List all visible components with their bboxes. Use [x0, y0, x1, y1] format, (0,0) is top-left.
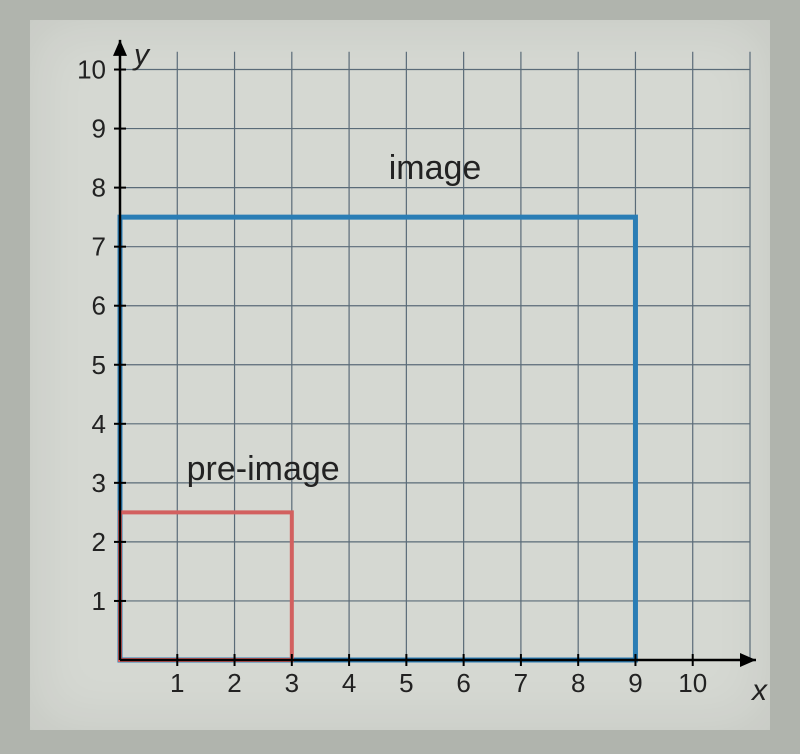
xtick-4: 4: [342, 668, 356, 698]
chart-paper: image pre-image 1 2 3 4 5 6 7 8 9 10 1 2 3 4 5 6 7 8 9 10 x y: [30, 20, 770, 730]
xtick-1: 1: [170, 668, 184, 698]
ytick-6: 6: [92, 291, 106, 321]
xtick-5: 5: [399, 668, 413, 698]
preimage-rect: [120, 512, 292, 660]
xtick-6: 6: [456, 668, 470, 698]
preimage-rect-label: pre-image: [187, 450, 340, 488]
ytick-5: 5: [92, 350, 106, 380]
x-axis-label: x: [750, 674, 768, 707]
y-axis-arrow: [113, 40, 127, 56]
xtick-9: 9: [628, 668, 642, 698]
ytick-2: 2: [92, 527, 106, 557]
xtick-7: 7: [514, 668, 528, 698]
ytick-4: 4: [92, 409, 106, 439]
image-rect-label: image: [389, 149, 482, 187]
x-axis-arrow: [740, 653, 756, 667]
ytick-8: 8: [92, 173, 106, 203]
ytick-9: 9: [92, 114, 106, 144]
ytick-3: 3: [92, 468, 106, 498]
image-rect: [120, 217, 635, 660]
xtick-2: 2: [227, 668, 241, 698]
ytick-1: 1: [92, 586, 106, 616]
dilation-chart: image pre-image 1 2 3 4 5 6 7 8 9 10 1 2 3 4 5 6 7 8 9 10 x y: [30, 20, 770, 730]
xtick-10: 10: [678, 668, 707, 698]
xtick-8: 8: [571, 668, 585, 698]
ytick-10: 10: [77, 55, 106, 85]
ytick-7: 7: [92, 232, 106, 262]
xtick-3: 3: [285, 668, 299, 698]
y-axis-label: y: [132, 39, 151, 72]
